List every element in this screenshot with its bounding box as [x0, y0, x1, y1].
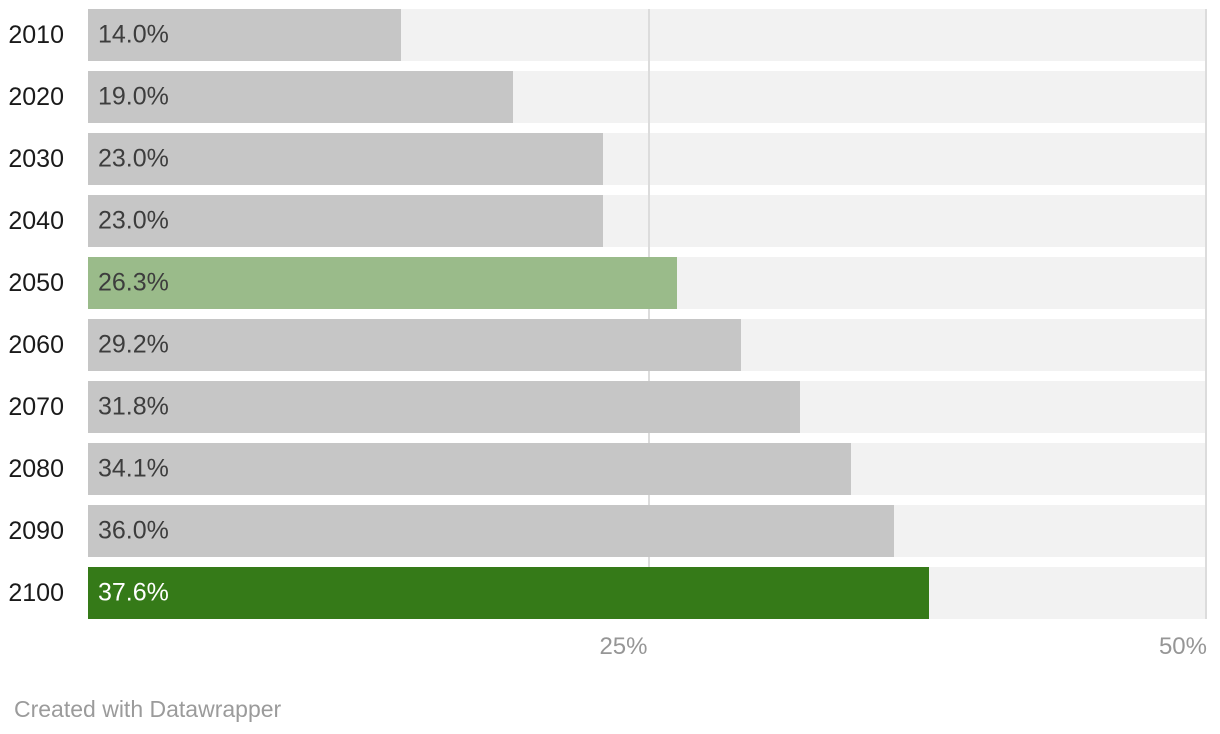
year-label: 2100: [8, 579, 64, 607]
year-label: 2030: [8, 145, 64, 173]
bar: 23.0%: [88, 133, 603, 185]
bar-value-label: 37.6%: [98, 578, 169, 607]
year-label: 2080: [8, 455, 64, 483]
year-label: 2050: [8, 269, 64, 297]
bar-track: 26.3%: [88, 257, 1207, 309]
bar-row: 2030 23.0%: [0, 133, 1207, 185]
x-axis-tick-25: 25%: [599, 633, 648, 660]
bar-track: 36.0%: [88, 505, 1207, 557]
bar-row: 2040 23.0%: [0, 195, 1207, 247]
bar: 26.3%: [88, 257, 677, 309]
bar-rows: 2010 14.0% 2020 19.0% 2030 23.0% 2040 23…: [0, 9, 1207, 619]
bar-track: 29.2%: [88, 319, 1207, 371]
bar-row: 2090 36.0%: [0, 505, 1207, 557]
year-label: 2020: [8, 83, 64, 111]
bar-track: 14.0%: [88, 9, 1207, 61]
bar: 36.0%: [88, 505, 894, 557]
bar-track: 37.6%: [88, 567, 1207, 619]
bar: 29.2%: [88, 319, 742, 371]
x-axis: 25% 50%: [88, 619, 1207, 667]
bar: 19.0%: [88, 71, 514, 123]
bar: 34.1%: [88, 443, 852, 495]
bar-row: 2080 34.1%: [0, 443, 1207, 495]
bar: 37.6%: [88, 567, 930, 619]
year-label: 2040: [8, 207, 64, 235]
year-label: 2060: [8, 331, 64, 359]
bar-value-label: 14.0%: [98, 20, 169, 49]
bar-row: 2020 19.0%: [0, 71, 1207, 123]
bar-track: 19.0%: [88, 71, 1207, 123]
bar-value-label: 23.0%: [98, 206, 169, 235]
bar-track: 23.0%: [88, 195, 1207, 247]
year-label: 2010: [8, 21, 64, 49]
bar: 23.0%: [88, 195, 603, 247]
bar-row: 2050 26.3%: [0, 257, 1207, 309]
bar-value-label: 26.3%: [98, 268, 169, 297]
bar-row: 2100 37.6%: [0, 567, 1207, 619]
bar-value-label: 36.0%: [98, 516, 169, 545]
bar-track: 34.1%: [88, 443, 1207, 495]
bar-row: 2010 14.0%: [0, 9, 1207, 61]
bar-value-label: 31.8%: [98, 392, 169, 421]
year-label: 2070: [8, 393, 64, 421]
bar-value-label: 29.2%: [98, 330, 169, 359]
bar: 31.8%: [88, 381, 800, 433]
bar-track: 31.8%: [88, 381, 1207, 433]
datawrapper-credit: Created with Datawrapper: [14, 696, 282, 722]
bar-value-label: 34.1%: [98, 454, 169, 483]
bar: 14.0%: [88, 9, 402, 61]
bar-track: 23.0%: [88, 133, 1207, 185]
bar-row: 2060 29.2%: [0, 319, 1207, 371]
bar-value-label: 23.0%: [98, 144, 169, 173]
year-label: 2090: [8, 517, 64, 545]
bar-chart: 2010 14.0% 2020 19.0% 2030 23.0% 2040 23…: [0, 9, 1207, 667]
x-axis-tick-50: 50%: [1158, 633, 1207, 660]
bar-value-label: 19.0%: [98, 82, 169, 111]
bar-row: 2070 31.8%: [0, 381, 1207, 433]
